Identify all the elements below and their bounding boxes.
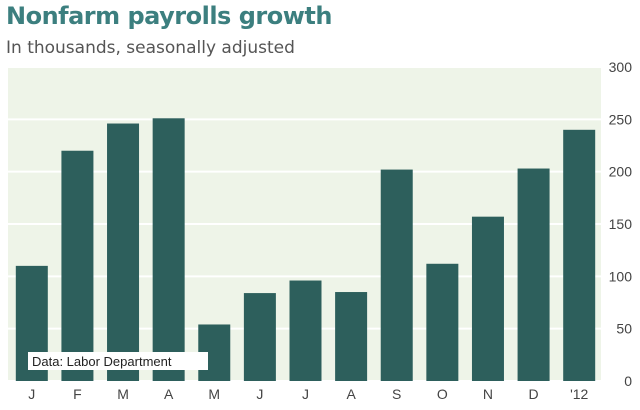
- x-tick-label: '12: [570, 386, 588, 402]
- bar-2: [107, 123, 140, 382]
- y-tick-label: 0: [624, 373, 632, 389]
- chart-title: Nonfarm payrolls growth: [6, 2, 332, 30]
- x-tick-label: F: [73, 386, 82, 402]
- x-tick-label: A: [164, 386, 174, 402]
- bar-8: [380, 169, 413, 381]
- x-axis-ticks: J F M A M J J A S O N D '12: [28, 386, 588, 402]
- x-tick-label: J: [302, 386, 309, 402]
- x-tick-label: J: [28, 386, 35, 402]
- y-axis-ticks: 0 50 100 150 200 250 300: [609, 59, 633, 389]
- source-note-text: Data: Labor Department: [32, 354, 172, 369]
- x-tick-label: J: [256, 386, 263, 402]
- bar-9: [426, 263, 459, 381]
- bar-10: [471, 216, 504, 381]
- x-tick-label: M: [117, 386, 129, 402]
- bar-5: [243, 293, 276, 381]
- bar-6: [289, 280, 322, 381]
- y-tick-label: 250: [609, 111, 633, 127]
- bar-11: [517, 168, 550, 381]
- y-tick-label: 200: [609, 164, 633, 180]
- bars: [15, 118, 596, 382]
- source-note: Data: Labor Department: [28, 352, 208, 370]
- y-tick-label: 150: [609, 216, 633, 232]
- x-tick-label: S: [392, 386, 401, 402]
- bar-12: [563, 129, 596, 381]
- x-tick-label: A: [346, 386, 356, 402]
- y-tick-label: 300: [609, 59, 633, 75]
- bar-3: [152, 118, 185, 381]
- bar-1: [61, 150, 94, 381]
- y-tick-label: 100: [609, 268, 633, 284]
- source-note-background: [28, 352, 208, 370]
- x-tick-label: N: [483, 386, 493, 402]
- bar-7: [335, 292, 368, 381]
- x-tick-label: M: [208, 386, 220, 402]
- x-tick-label: O: [437, 386, 448, 402]
- x-tick-label: D: [529, 386, 539, 402]
- chart-subtitle: In thousands, seasonally adjusted: [6, 38, 295, 58]
- y-tick-label: 50: [616, 321, 632, 337]
